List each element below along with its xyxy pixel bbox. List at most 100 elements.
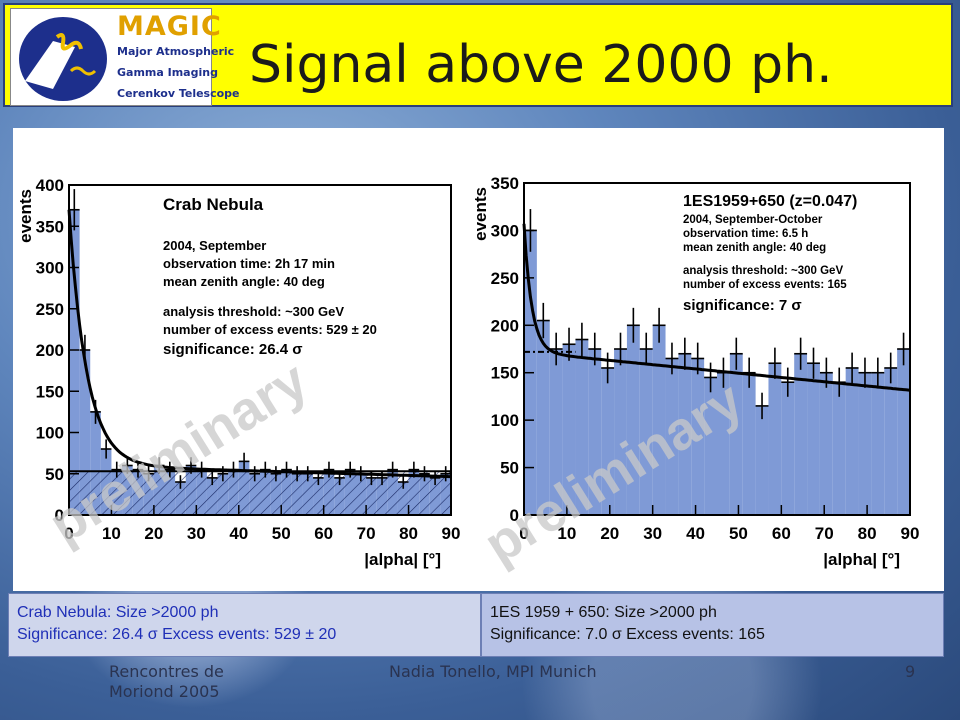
1es1959-x-tick-label: 40: [686, 524, 705, 543]
footer-page-number: 9: [905, 662, 916, 681]
1es1959-bar: [652, 325, 666, 515]
crab-y-axis-label: events: [16, 189, 35, 243]
logo-line-3: Cerenkov Telescope: [117, 87, 240, 100]
1es1959-x-tick-label: 20: [600, 524, 619, 543]
1es1959-annotation: observation time: 6.5 h: [683, 228, 808, 240]
1es1959-bar: [614, 349, 627, 515]
1es1959-x-axis-label: |alpha| [°]: [823, 550, 900, 569]
logo-word: MAGIC: [117, 11, 222, 42]
1es1959-bar: [704, 377, 717, 515]
1es1959-bar: [626, 325, 640, 515]
1es1959-significance: significance: 7 σ: [683, 297, 802, 314]
1es1959-annotation: 2004, September-October: [683, 214, 823, 226]
1es1959-bar: [807, 363, 820, 515]
1es1959-bar: [794, 353, 808, 515]
1es1959-y-tick-label: 250: [491, 269, 519, 288]
1es1959-bar: [832, 382, 846, 515]
1es1959-bar: [665, 358, 679, 515]
crab-y-tick-label: 0: [55, 506, 64, 525]
1es1959-bar: [691, 358, 705, 515]
footer-conference-line-1: Rencontres de: [109, 662, 224, 681]
caption-1es1959-line-2: Significance: 7.0 σ Excess events: 165: [490, 626, 765, 643]
1es1959-y-tick-label: 300: [491, 221, 519, 240]
caption-crab-line-2: Significance: 26.4 σ Excess events: 529 …: [17, 626, 337, 643]
1es1959-bar: [768, 363, 782, 515]
crab-x-tick-label: 60: [314, 524, 333, 543]
1es1959-x-tick-label: 80: [858, 524, 877, 543]
1es1959-bar: [871, 372, 885, 515]
1es1959-bar: [845, 367, 859, 515]
alpha-plots: 0 10 20 30 40 50 60 70 80 90 0 50 100 150 200 250 300 350…: [16, 174, 919, 575]
crab-y-tick-label: 350: [36, 217, 64, 236]
magic-logo: MAGIC Major Atmospheric Gamma Imaging Ce…: [10, 8, 240, 106]
footer-author: Nadia Tonello, MPI Munich: [389, 662, 597, 681]
1es1959-x-tick-label: 50: [729, 524, 748, 543]
crab-x-tick-label: 50: [272, 524, 291, 543]
crab-y-tick-label: 100: [36, 424, 64, 443]
crab-x-tick-label: 70: [357, 524, 376, 543]
1es1959-y-axis-label: events: [471, 187, 490, 241]
crab-y-tick-label: 250: [36, 300, 64, 319]
caption-crab-line-1: Crab Nebula: Size >2000 ph: [17, 604, 219, 621]
1es1959-bar: [588, 349, 602, 515]
crab-bar: [90, 411, 101, 515]
crab-annotation: analysis threshold: ~300 GeV: [163, 304, 344, 319]
logo-line-2: Gamma Imaging: [117, 66, 218, 79]
crab-x-axis-label: |alpha| [°]: [364, 550, 441, 569]
1es1959-bar: [858, 372, 872, 515]
crab-x-tick-label: 80: [399, 524, 418, 543]
1es1959-plot-frame: [523, 182, 911, 516]
1es1959-y-tick-label: 150: [491, 364, 519, 383]
1es1959-annotation: number of excess events: 165: [683, 279, 847, 291]
1es1959-x-tick-label: 60: [772, 524, 791, 543]
1es1959-chart-title: 1ES1959+650 (z=0.047): [683, 193, 857, 210]
crab-x-tick-label: 30: [187, 524, 206, 543]
1es1959-bar: [781, 382, 795, 515]
1es1959-bar: [884, 367, 898, 515]
crab-x-tick-label: 0: [64, 524, 73, 543]
crab-y-tick-label: 300: [36, 259, 64, 278]
magic-logo-emblem: [19, 17, 107, 101]
crab-significance: significance: 26.4 σ: [163, 341, 302, 358]
1es1959-x-tick-label: 70: [815, 524, 834, 543]
crab-chart-title: Crab Nebula: [163, 195, 264, 214]
crab-bar: [79, 350, 91, 515]
1es1959-bar: [575, 339, 589, 515]
crab-annotation: mean zenith angle: 40 deg: [163, 274, 325, 289]
caption-crab: Crab Nebula: Size >2000 ph Significance:…: [8, 593, 481, 657]
1es1959-bar: [717, 372, 730, 515]
1es1959-annotation: analysis threshold: ~300 GeV: [683, 265, 843, 277]
crab-y-tick-label: 200: [36, 341, 64, 360]
footer-conference: Rencontres de Moriond 2005: [109, 662, 279, 702]
1es1959-fit-curve: [522, 223, 911, 392]
plots-panel: 0 10 20 30 40 50 60 70 80 90 0 50 100 150 200 250 300 350…: [13, 128, 944, 591]
1es1959-y-tick-label: 200: [491, 316, 519, 335]
1es1959-x-tick-label: 10: [557, 524, 576, 543]
1es1959-bar: [549, 349, 563, 515]
crab-x-tick-label: 20: [144, 524, 163, 543]
footer-conference-line-2: Moriond 2005: [109, 682, 220, 701]
1es1959-bar: [729, 353, 743, 515]
crab-y-tick-label: 50: [45, 465, 64, 484]
logo-line-1: Major Atmospheric: [117, 45, 235, 58]
1es1959-x-tick-label: 30: [643, 524, 662, 543]
1es1959-bar: [639, 349, 653, 515]
1es1959-bar: [536, 320, 550, 515]
caption-1es1959-line-1: 1ES 1959 + 650: Size >2000 ph: [490, 604, 717, 621]
1es1959-bar: [819, 372, 833, 515]
crab-x-tick-label: 90: [442, 524, 461, 543]
1es1959-bar: [742, 372, 756, 515]
crab-annotation: observation time: 2h 17 min: [163, 256, 335, 271]
title-bar: MAGIC Major Atmospheric Gamma Imaging Ce…: [3, 3, 953, 107]
1es1959-bar: [755, 405, 769, 515]
1es1959-y-tick-label: 100: [491, 411, 519, 430]
1es1959-bar: [897, 349, 910, 515]
caption-1es1959: 1ES 1959 + 650: Size >2000 ph Significan…: [481, 593, 944, 657]
1es1959-bar: [678, 353, 692, 515]
1es1959-bar: [601, 367, 615, 515]
crab-y-tick-label: 400: [36, 176, 64, 195]
1es1959-annotation: mean zenith angle: 40 deg: [683, 242, 826, 254]
1es1959-y-tick-label: 350: [491, 174, 519, 193]
crab-annotation: number of excess events: 529 ± 20: [163, 322, 377, 337]
crab-bar: [69, 209, 80, 515]
